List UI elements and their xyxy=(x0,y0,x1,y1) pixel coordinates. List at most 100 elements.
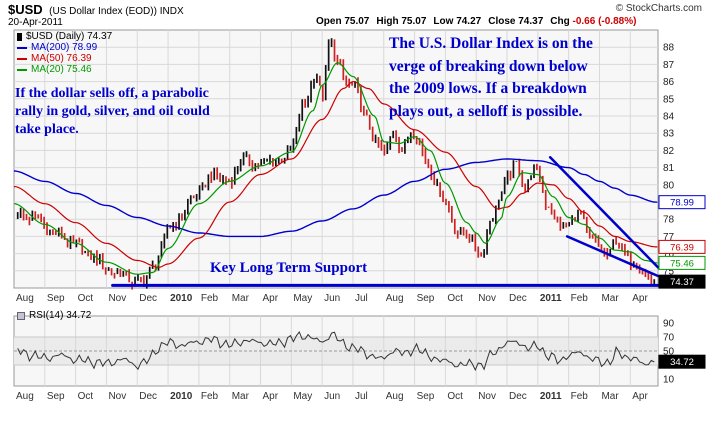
quote-open-value: 75.07 xyxy=(344,16,370,27)
ma20-line xyxy=(13,62,658,275)
svg-text:2011: 2011 xyxy=(540,391,562,402)
legend-ma20-label: MA(20) 75.46 xyxy=(31,64,92,75)
svg-text:Aug: Aug xyxy=(386,391,404,402)
ma50-line xyxy=(13,81,658,268)
wedge-upper-trendline xyxy=(548,156,660,269)
svg-text:78: 78 xyxy=(663,215,675,226)
svg-text:84: 84 xyxy=(663,112,675,123)
svg-text:Dec: Dec xyxy=(509,391,527,402)
svg-text:Jun: Jun xyxy=(324,293,340,304)
svg-text:87: 87 xyxy=(663,60,675,71)
quote-close-label: Close xyxy=(488,16,516,27)
svg-text:83: 83 xyxy=(663,129,675,140)
svg-text:Aug: Aug xyxy=(386,293,404,304)
quote-chg: Chg -0.66 (-0.88%) xyxy=(550,16,636,27)
ma200-line-icon xyxy=(17,46,27,49)
quote-open-label: Open xyxy=(316,16,342,27)
svg-text:2010: 2010 xyxy=(170,293,193,304)
svg-text:10: 10 xyxy=(663,375,675,386)
chart-date: 20-Apr-2011 xyxy=(8,17,63,28)
svg-text:May: May xyxy=(293,293,312,304)
ma20-line-icon xyxy=(17,68,27,71)
quote-high: High 75.07 xyxy=(376,16,426,27)
svg-text:Oct: Oct xyxy=(78,293,94,304)
svg-text:Apr: Apr xyxy=(632,391,648,402)
annotation-breakdown-warning: The U.S. Dollar Index is on the verge of… xyxy=(389,35,593,120)
svg-text:Mar: Mar xyxy=(601,293,619,304)
legend-ma200-label: MA(200) 78.99 xyxy=(31,42,98,53)
quote-high-value: 75.07 xyxy=(401,16,427,27)
quote-chg-value: -0.66 (-0.88%) xyxy=(572,16,637,27)
rsi-indicator-row: RSI(14) 34.72 xyxy=(17,310,91,321)
svg-text:78.99: 78.99 xyxy=(670,198,694,209)
svg-text:76: 76 xyxy=(663,249,675,260)
svg-text:75.46: 75.46 xyxy=(670,258,694,269)
quote-open: Open 75.07 xyxy=(316,16,369,27)
svg-text:76.39: 76.39 xyxy=(670,242,694,253)
quote-low-label: Low xyxy=(433,16,454,27)
ma200-line xyxy=(13,158,658,238)
quote-close-value: 74.37 xyxy=(518,16,544,27)
svg-text:81: 81 xyxy=(663,163,675,174)
svg-text:90: 90 xyxy=(663,319,675,330)
rsi-indicator-label: RSI(14) 34.72 xyxy=(29,310,92,321)
copyright-text: © StockCharts.com xyxy=(615,3,702,14)
legend-ma50-label: MA(50) 76.39 xyxy=(31,53,92,64)
svg-text:77: 77 xyxy=(663,232,675,243)
svg-text:88: 88 xyxy=(663,43,675,54)
indicator-icon xyxy=(17,311,25,320)
svg-text:70: 70 xyxy=(663,333,675,344)
svg-text:75: 75 xyxy=(663,266,675,277)
ma50-line-icon xyxy=(17,57,27,60)
svg-text:Mar: Mar xyxy=(232,391,250,402)
candlestick-icon xyxy=(17,32,22,41)
svg-text:Feb: Feb xyxy=(201,293,219,304)
svg-text:2011: 2011 xyxy=(540,293,562,304)
svg-text:Apr: Apr xyxy=(263,293,279,304)
svg-text:2010: 2010 xyxy=(170,391,193,402)
svg-text:Mar: Mar xyxy=(232,293,250,304)
svg-text:Oct: Oct xyxy=(447,391,463,402)
svg-text:Dec: Dec xyxy=(509,293,527,304)
svg-text:Aug: Aug xyxy=(16,391,34,402)
annotation-key-support-label: Key Long Term Support xyxy=(210,260,368,276)
svg-text:80: 80 xyxy=(663,180,675,191)
quote-close: Close 74.37 xyxy=(488,16,543,27)
svg-text:Jul: Jul xyxy=(355,391,368,402)
svg-text:Apr: Apr xyxy=(263,391,279,402)
last-value-labels: 78.99 76.39 75.46 74.37 34.72 xyxy=(658,195,706,369)
svg-text:Oct: Oct xyxy=(78,391,94,402)
svg-text:Feb: Feb xyxy=(201,391,219,402)
svg-text:Nov: Nov xyxy=(478,293,496,304)
quote-low-value: 74.27 xyxy=(456,16,482,27)
axis-labels: Aug Aug Sep Sep Oct Oct Nov Nov Dec Dec 2010 2010 Fe… xyxy=(16,43,675,402)
legend-ma50-row: MA(50) 76.39 xyxy=(17,53,112,64)
trendlines xyxy=(111,156,660,287)
svg-text:85: 85 xyxy=(663,94,675,105)
quote-high-label: High xyxy=(376,16,399,27)
svg-text:Sep: Sep xyxy=(47,293,65,304)
legend-ma200-row: MA(200) 78.99 xyxy=(17,42,112,53)
svg-text:Nov: Nov xyxy=(478,391,496,402)
svg-text:Feb: Feb xyxy=(571,391,589,402)
svg-text:50: 50 xyxy=(663,347,675,358)
svg-text:Apr: Apr xyxy=(632,293,648,304)
svg-text:86: 86 xyxy=(663,77,675,88)
legend-ma20-row: MA(20) 75.46 xyxy=(17,64,112,75)
svg-text:Dec: Dec xyxy=(139,391,157,402)
svg-text:34.72: 34.72 xyxy=(670,357,694,368)
legend-symbol-label: $USD (Daily) 74.37 xyxy=(26,31,113,42)
svg-text:Dec: Dec xyxy=(139,293,157,304)
chart-legend: $USD (Daily) 74.37 MA(200) 78.99 MA(50) … xyxy=(17,31,112,75)
svg-text:Mar: Mar xyxy=(601,391,619,402)
svg-text:Jul: Jul xyxy=(355,293,368,304)
ticker-symbol: $USD xyxy=(8,2,43,17)
candlestick-bars xyxy=(16,38,656,290)
svg-text:Nov: Nov xyxy=(108,293,126,304)
svg-text:Oct: Oct xyxy=(447,293,463,304)
svg-text:Sep: Sep xyxy=(417,293,435,304)
svg-text:82: 82 xyxy=(663,146,675,157)
svg-text:Nov: Nov xyxy=(108,391,126,402)
